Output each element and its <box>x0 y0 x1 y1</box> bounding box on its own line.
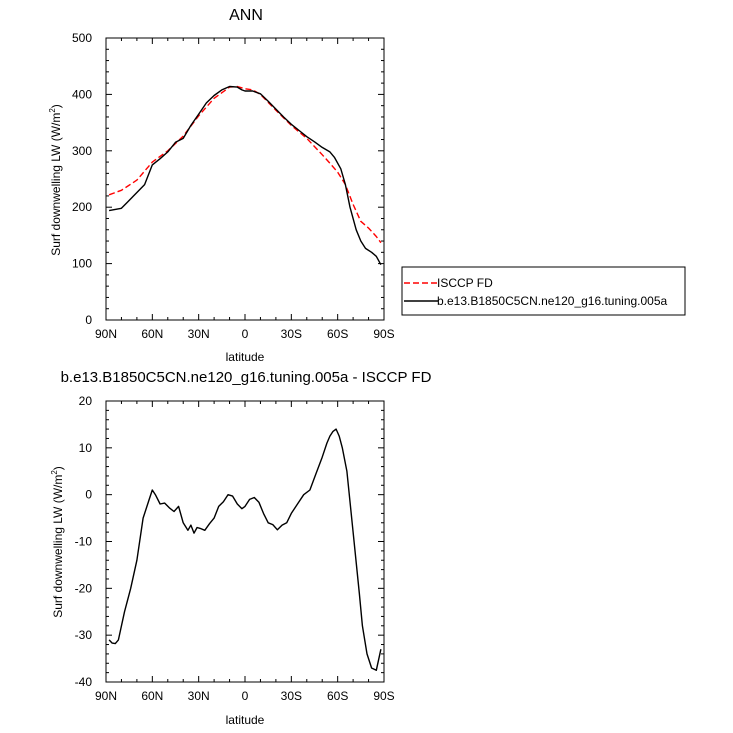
p1-legend: ISCCP FD b.e13.B1850C5CN.ne120_g16.tunin… <box>401 266 686 316</box>
y-tick-label: 100 <box>72 257 92 271</box>
series-line-model <box>108 85 382 266</box>
y-tick-label: 500 <box>72 31 92 45</box>
x-tick-label: 60S <box>327 689 348 703</box>
p2-ylabel: Surf downwelling LW (W/m2) <box>50 466 65 618</box>
y-tick-label: 20 <box>79 394 93 408</box>
x-tick-label: 90S <box>373 689 394 703</box>
series-line-difference <box>108 428 382 671</box>
p2-ylabel-tail: ) <box>51 466 65 470</box>
y-tick-label: -10 <box>75 535 93 549</box>
y-tick-label: 0 <box>85 313 92 327</box>
y-tick-label: 300 <box>72 144 92 158</box>
legend-label-isccp: ISCCP FD <box>437 276 493 290</box>
x-tick-label: 30S <box>281 327 302 341</box>
y-tick-label: 400 <box>72 87 92 101</box>
x-tick-label: 30N <box>188 689 210 703</box>
p2-ylabel-sup: 2 <box>50 470 59 475</box>
y-tick-label: 10 <box>79 441 93 455</box>
x-tick-label: 0 <box>242 689 249 703</box>
p1-ylabel-main: Surf downwelling LW (W/m <box>49 113 63 256</box>
p1-plot-area <box>108 85 382 266</box>
p1-ylabel-tail: ) <box>49 104 63 108</box>
y-tick-label: -40 <box>75 675 93 689</box>
x-tick-label: 30S <box>281 689 302 703</box>
panel-top: ANN 90N 60N 30N 0 30S 60S 90S0100200300400500 … <box>48 7 686 364</box>
y-tick-label: 200 <box>72 200 92 214</box>
p2-axes-frame <box>105 400 385 683</box>
p1-axes-frame <box>105 37 385 321</box>
panel-bottom: b.e13.B1850C5CN.ne120_g16.tuning.005a - … <box>50 369 432 727</box>
series-line-isccp <box>108 85 382 244</box>
x-tick-label: 90N <box>95 689 117 703</box>
p1-ylabel-sup: 2 <box>48 108 57 113</box>
y-tick-label: 0 <box>85 488 92 502</box>
p1-xlabel: latitude <box>226 350 265 364</box>
x-tick-label: 90S <box>373 327 394 341</box>
p2-title: b.e13.B1850C5CN.ne120_g16.tuning.005a - … <box>61 369 432 386</box>
p2-ylabel-main: Surf downwelling LW (W/m <box>51 475 65 618</box>
x-tick-label: 0 <box>242 327 249 341</box>
p2-axis-ticks: 90N 60N 30N 0 30S 60S 90S -40 -30 -20 -10 0 10 20 <box>75 394 395 703</box>
p1-title: ANN <box>229 7 263 24</box>
p2-xlabel: latitude <box>226 713 265 727</box>
legend-label-model: b.e13.B1850C5CN.ne120_g16.tuning.005a <box>437 294 668 308</box>
x-tick-label: 30N <box>188 327 210 341</box>
x-tick-label: 60N <box>141 689 163 703</box>
y-tick-label: -20 <box>75 581 93 595</box>
x-tick-label: 60S <box>327 327 348 341</box>
x-tick-label: 60N <box>141 327 163 341</box>
p1-ylabel: Surf downwelling LW (W/m2) <box>48 104 63 256</box>
legend-box <box>401 266 686 316</box>
p2-plot-area <box>108 428 382 671</box>
x-tick-label: 90N <box>95 327 117 341</box>
y-tick-label: -30 <box>75 628 93 642</box>
